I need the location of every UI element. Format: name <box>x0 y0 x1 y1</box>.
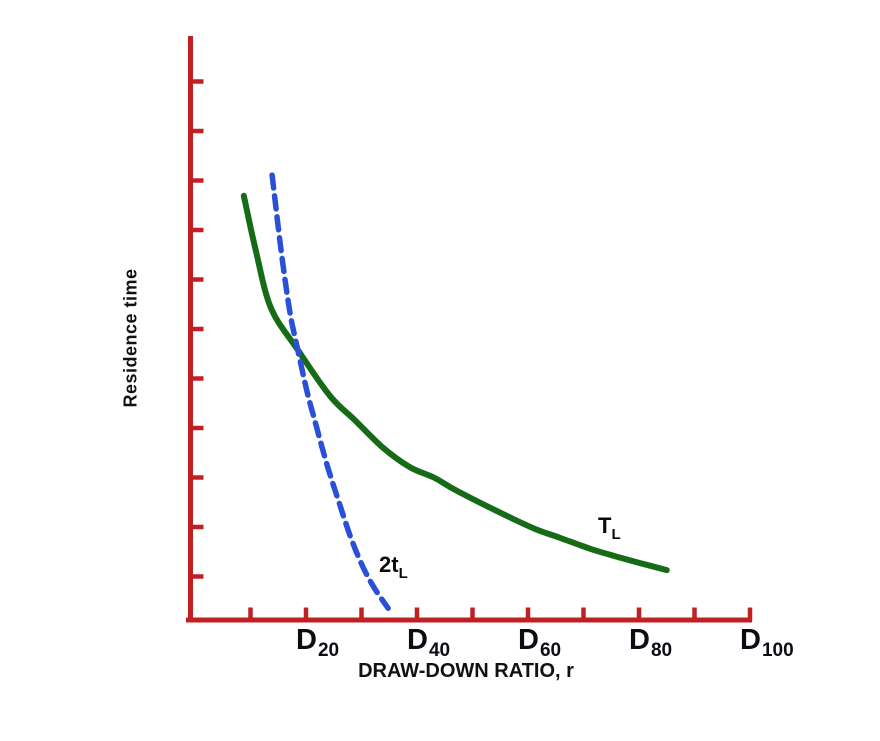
x-tick-label-sub: 60 <box>539 640 562 661</box>
series-label-2tL-main: 2t <box>379 552 399 577</box>
series-curve-2tL <box>269 172 391 611</box>
x-tick-label-main: D <box>740 624 761 656</box>
x-tick-label-sub: 20 <box>317 640 340 661</box>
series-label-TL-sub: L <box>611 526 621 543</box>
x-tick-label-sub: 40 <box>428 640 451 661</box>
x-tick-label-main: D <box>296 624 317 656</box>
series-curve-TL <box>240 192 670 574</box>
x-tick-label-main: D <box>407 624 428 656</box>
series-label-2tL: 2tL <box>379 552 408 582</box>
x-axis-title: DRAW-DOWN RATIO, r <box>358 660 574 682</box>
x-tick-label-main: D <box>629 624 650 656</box>
x-tick-label-main: D <box>518 624 539 656</box>
x-tick-label-sub: 80 <box>650 640 673 661</box>
x-tick-label-D100: D100 <box>740 624 794 661</box>
x-tick-label-D60: D60 <box>518 624 561 661</box>
x-tick-label-sub: 100 <box>761 640 794 661</box>
series-label-TL-main: T <box>598 513 612 538</box>
series-label-2tL-sub: L <box>398 565 408 582</box>
x-tick-label-D80: D80 <box>629 624 672 661</box>
series-label-TL: TL <box>598 513 621 543</box>
y-axis-title: Residence time <box>120 268 141 408</box>
x-tick-label-D40: D40 <box>407 624 450 661</box>
x-tick-label-D20: D20 <box>296 624 339 661</box>
